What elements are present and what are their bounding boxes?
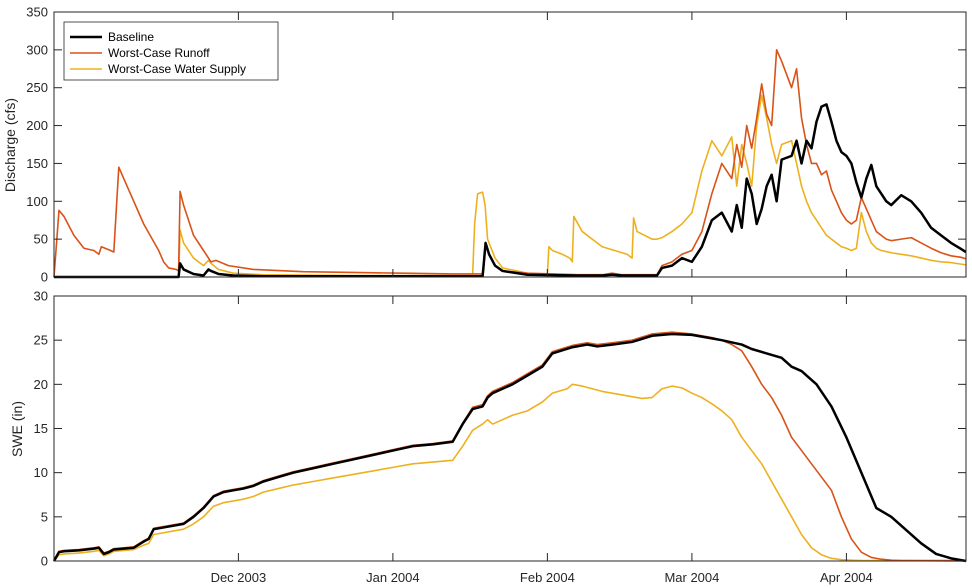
legend-entry-worst-case-runoff: Worst-Case Runoff	[70, 46, 210, 60]
discharge-y-tick-label: 350	[26, 5, 48, 20]
swe-y-tick-label: 30	[34, 289, 48, 304]
x-tick-label-apr-2004: Apr 2004	[820, 570, 873, 585]
discharge-y-axis-label: Discharge (cfs)	[2, 98, 18, 192]
swe-y-tick-label: 25	[34, 333, 48, 348]
discharge-x-ticks	[237, 12, 847, 277]
legend-box	[63, 21, 279, 81]
legend-entry-worst-case-water-supply: Worst-Case Water Supply	[70, 62, 246, 76]
discharge-y-tick-label: 250	[26, 80, 48, 95]
discharge-y-ticks: 0 50 100 150 200 250 300 350	[26, 5, 966, 285]
swe-x-ticks: Dec 2003 Jan 2004 Feb 2004 Mar 2004 Apr 2004	[211, 296, 873, 585]
swe-series-group	[52, 331, 967, 563]
discharge-y-tick-label: 100	[26, 194, 48, 209]
x-tick-label-jan-2004: Jan 2004	[366, 570, 420, 585]
discharge-y-tick-label: 0	[41, 270, 48, 285]
discharge-axes-box	[53, 11, 967, 278]
swe-y-tick-label: 0	[41, 554, 48, 569]
swe-y-tick-label: 5	[41, 509, 48, 524]
discharge-series-worst-case-runoff	[53, 49, 967, 278]
swe-series-worst-case-water-supply	[53, 383, 967, 562]
legend-label-worst-case-runoff: Worst-Case Runoff	[108, 46, 210, 60]
discharge-y-tick-label: 50	[34, 232, 48, 247]
x-tick-label-mar-2004: Mar 2004	[664, 570, 719, 585]
swe-plot-area	[54, 296, 966, 561]
x-tick-label-dec-2003: Dec 2003	[211, 570, 267, 585]
swe-y-tick-label: 20	[34, 377, 48, 392]
discharge-series-group	[53, 49, 967, 279]
discharge-series-baseline	[54, 103, 967, 279]
x-tick-label-feb-2004: Feb 2004	[520, 570, 575, 585]
swe-y-tick-label: 10	[34, 465, 48, 480]
discharge-panel: 0 50 100 150 200 250 300 350 Discharge (cfs) Ba…	[2, 5, 967, 285]
legend-label-worst-case-water-supply: Worst-Case Water Supply	[108, 62, 246, 76]
legend-entry-baseline: Baseline	[70, 30, 154, 44]
swe-y-tick-label: 15	[34, 421, 48, 436]
swe-axes-box	[53, 295, 967, 562]
swe-y-axis-label: SWE (in)	[9, 401, 25, 457]
discharge-y-tick-label: 300	[26, 42, 48, 57]
discharge-y-tick-label: 200	[26, 118, 48, 133]
discharge-y-tick-label: 150	[26, 156, 48, 171]
swe-panel: 0 5 10 15 20 25 30 Dec 2003 Jan 2004 Feb 2004 Mar…	[9, 289, 967, 585]
legend-label-baseline: Baseline	[108, 30, 154, 44]
discharge-series-worst-case-water-supply	[54, 94, 967, 278]
legend: Baseline Worst-Case Runoff Worst-Case Wa…	[63, 21, 279, 81]
swe-series-baseline	[52, 332, 967, 563]
